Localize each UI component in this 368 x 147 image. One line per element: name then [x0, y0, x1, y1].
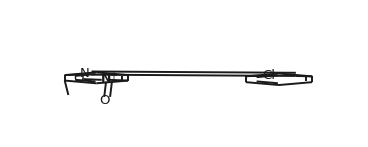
Text: +: + [109, 71, 117, 81]
Text: O: O [74, 72, 84, 85]
Text: O: O [99, 94, 110, 107]
Text: −: − [67, 70, 76, 80]
Text: N: N [101, 72, 111, 85]
Text: Cl: Cl [262, 69, 275, 82]
Text: N: N [80, 67, 90, 80]
